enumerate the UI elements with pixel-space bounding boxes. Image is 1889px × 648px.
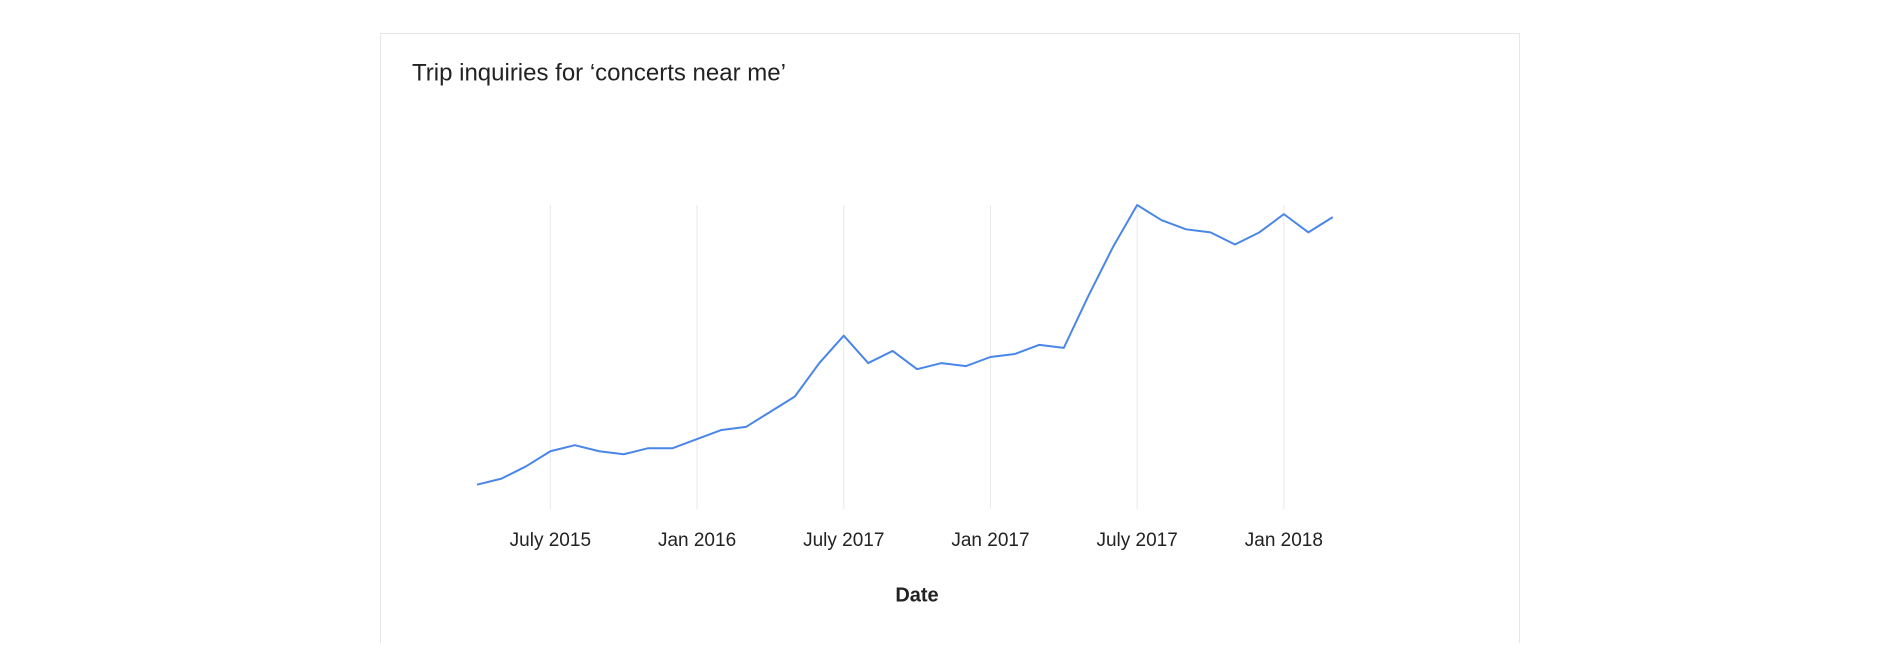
x-tick-label: Jan 2018	[1245, 530, 1323, 551]
x-tick-label: July 2015	[510, 530, 591, 551]
x-tick-label: Jan 2016	[658, 530, 736, 551]
x-tick-label: July 2017	[803, 530, 884, 551]
x-tick-label: July 2017	[1096, 530, 1177, 551]
card	[380, 33, 1520, 648]
x-tick-label: Jan 2017	[951, 530, 1029, 551]
line	[476, 204, 1334, 486]
chart-title: Trip inquiries for ‘concerts near me’	[412, 59, 786, 86]
x-axis-label: Date	[895, 584, 938, 606]
